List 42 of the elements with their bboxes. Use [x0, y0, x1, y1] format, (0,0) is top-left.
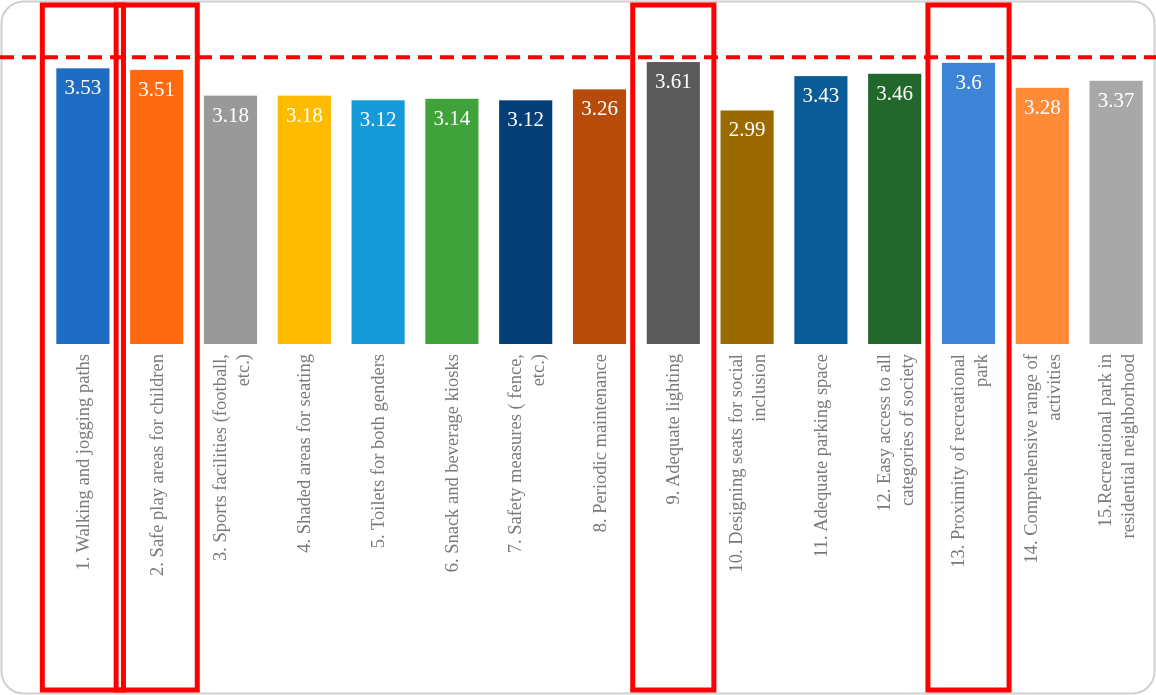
- bar: [868, 73, 922, 344]
- data-label: 3.14: [433, 105, 471, 130]
- bar: [56, 68, 110, 344]
- x-tick-label: 5. Toilets for both genders: [368, 354, 389, 549]
- x-tick-label: 8. Periodic maintenance: [589, 354, 610, 533]
- bar: [130, 69, 184, 344]
- data-label: 3.28: [1023, 94, 1061, 119]
- bar: [1089, 80, 1143, 344]
- x-tick-label: 13. Proximity of recreational park: [947, 353, 991, 568]
- data-label: 3.61: [654, 69, 692, 94]
- data-label: 3.6: [955, 69, 982, 94]
- bar: [720, 110, 774, 344]
- x-tick-label: 9. Adequate lighting: [663, 354, 684, 505]
- x-tick-label: 6. Snack and beverage kiosks: [441, 354, 462, 573]
- bar: [794, 76, 848, 344]
- x-tick-label: 2. Safe play areas for children: [146, 354, 167, 576]
- data-label: 3.46: [876, 80, 914, 105]
- bar: [646, 62, 700, 344]
- x-tick-label: 10. Designing seats for social inclusion: [726, 354, 770, 573]
- data-label: 3.12: [359, 107, 397, 132]
- bar: [941, 62, 996, 344]
- x-tick-label: 4. Shaded areas for seating: [294, 354, 315, 553]
- data-label: 3.53: [64, 75, 102, 100]
- data-label: 3.18: [285, 102, 323, 127]
- data-label: 3.37: [1097, 87, 1135, 112]
- bar: [1015, 87, 1069, 344]
- x-tick-label: 7. Safety measures ( fence, etc.): [504, 354, 549, 554]
- data-label: 3.18: [212, 102, 249, 127]
- bar: [572, 89, 627, 344]
- data-label: 2.99: [728, 117, 766, 142]
- data-label: 3.12: [507, 107, 545, 132]
- data-label: 3.26: [581, 96, 618, 121]
- x-tick-label: 11. Adequate parking space: [810, 354, 831, 558]
- bar: [203, 95, 258, 344]
- bar: [351, 100, 405, 344]
- data-label: 3.43: [802, 83, 840, 108]
- bar: [425, 98, 479, 344]
- bar: [277, 95, 331, 344]
- data-label: 3.51: [138, 76, 176, 101]
- x-tick-label: 3. Sports facilities (football, etc.): [209, 354, 254, 562]
- x-tick-label: 1. Walking and jogging paths: [72, 354, 93, 571]
- bar: [499, 100, 553, 344]
